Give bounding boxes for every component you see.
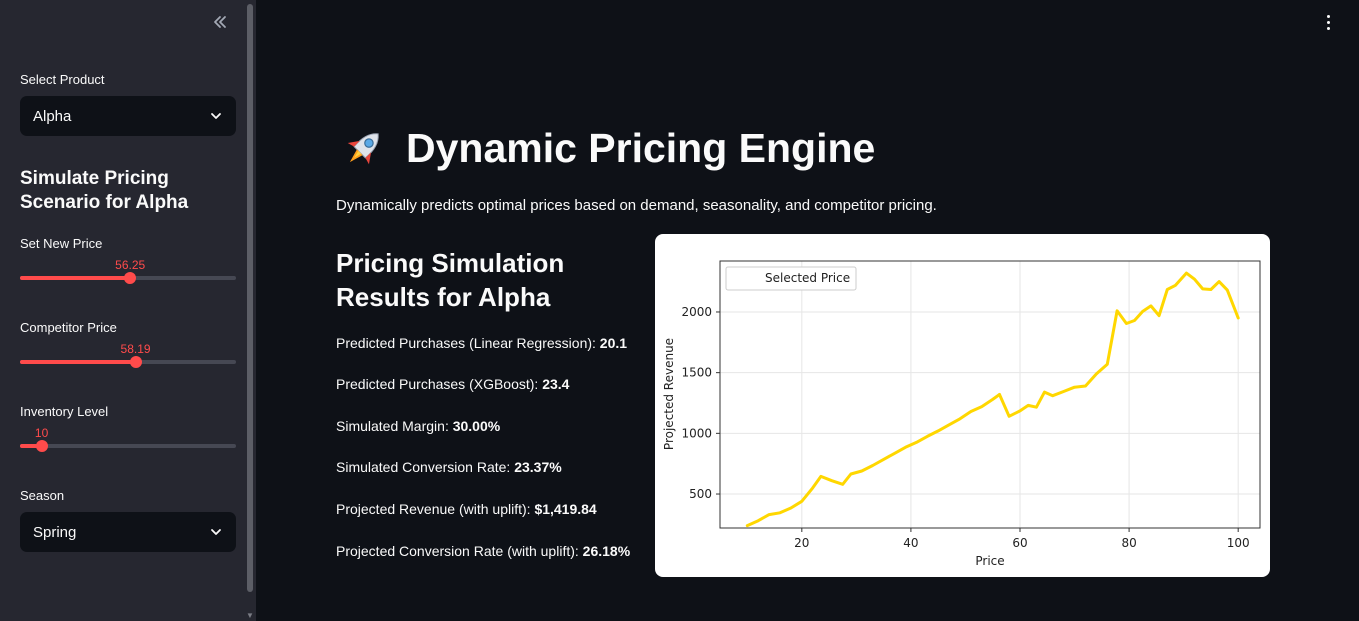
metric-value: 20.1 bbox=[599, 335, 628, 351]
metric-label: Predicted Purchases (XGBoost): bbox=[336, 376, 539, 392]
metric-projected-revenue: Projected Revenue (with uplift): $1,419.… bbox=[336, 497, 646, 521]
collapse-sidebar-button[interactable] bbox=[208, 10, 232, 34]
metric-linear-regression: Predicted Purchases (Linear Regression):… bbox=[336, 331, 646, 355]
metric-label: Predicted Purchases (Linear Regression): bbox=[336, 335, 596, 351]
rocket-icon bbox=[347, 133, 379, 165]
kebab-menu-icon bbox=[1326, 14, 1330, 18]
x-axis-label: Price bbox=[975, 554, 1004, 568]
sidebar-scrollbar[interactable] bbox=[247, 4, 253, 592]
inventory-slider-label: Inventory Level bbox=[20, 404, 109, 419]
price-slider[interactable]: 56.25 bbox=[20, 258, 236, 284]
double-chevron-left-icon bbox=[214, 16, 226, 28]
slider-value: 58.19 bbox=[120, 342, 151, 356]
product-select-value: Alpha bbox=[33, 107, 72, 125]
title-text: Dynamic Pricing Engine bbox=[406, 124, 876, 171]
metric-margin: Simulated Margin: 30.00% bbox=[336, 414, 646, 438]
metric-value: 30.00% bbox=[452, 418, 501, 434]
x-tick-label: 100 bbox=[1227, 536, 1250, 550]
y-axis-label: Projected Revenue bbox=[662, 338, 676, 450]
metric-value: $1,419.84 bbox=[534, 501, 597, 517]
slider-fill bbox=[20, 444, 42, 448]
metric-label: Simulated Margin: bbox=[336, 418, 449, 434]
legend-entry: Selected Price bbox=[765, 271, 850, 285]
season-select[interactable]: Spring bbox=[20, 512, 236, 552]
sidebar: Select Product Alpha Simulate Pricing Sc… bbox=[0, 0, 256, 621]
metric-label: Projected Revenue (with uplift): bbox=[336, 501, 531, 517]
main-menu-button[interactable] bbox=[1318, 10, 1338, 34]
metric-xgboost: Predicted Purchases (XGBoost): 23.4 bbox=[336, 372, 646, 396]
legend-box bbox=[725, 266, 857, 291]
y-tick-label: 2000 bbox=[681, 305, 712, 319]
slider-track bbox=[20, 444, 236, 448]
revenue-chart: 20 40 60 80 100 500 1000 1500 2000 Price Project… bbox=[662, 260, 1261, 568]
metric-value: 23.37% bbox=[514, 459, 562, 475]
x-tick-label: 40 bbox=[903, 536, 918, 550]
metric-value: 23.4 bbox=[542, 376, 570, 392]
y-tick-label: 1500 bbox=[681, 366, 712, 380]
metric-value: 26.18% bbox=[582, 543, 631, 559]
chevron-down-icon bbox=[211, 529, 221, 535]
y-tick-label: 500 bbox=[689, 487, 712, 501]
scroll-down-icon[interactable]: ▼ bbox=[246, 611, 254, 620]
slider-thumb[interactable] bbox=[35, 440, 48, 452]
page-title: Dynamic Pricing Engine bbox=[340, 124, 875, 172]
price-slider-label: Set New Price bbox=[20, 236, 103, 251]
y-tick-label: 1000 bbox=[681, 426, 712, 440]
slider-fill bbox=[20, 276, 131, 280]
slider-value: 10 bbox=[34, 426, 49, 440]
product-select-label: Select Product bbox=[20, 72, 105, 87]
revenue-line-segment-1 bbox=[745, 393, 1001, 528]
slider-value: 56.25 bbox=[115, 258, 146, 272]
x-tick-label: 80 bbox=[1121, 536, 1136, 550]
results-heading: Pricing Simulation Results for Alpha bbox=[336, 248, 565, 312]
product-select[interactable]: Alpha bbox=[20, 96, 236, 136]
revenue-line-segment-2 bbox=[998, 271, 1240, 418]
season-select-value: Spring bbox=[33, 523, 77, 541]
metric-conversion-rate: Simulated Conversion Rate: 23.37% bbox=[336, 455, 646, 479]
inventory-level-slider[interactable]: 10 bbox=[20, 426, 236, 452]
competitor-slider-label: Competitor Price bbox=[20, 320, 117, 335]
metric-label: Projected Conversion Rate (with uplift): bbox=[336, 543, 579, 559]
chart-legend: Selected Price bbox=[725, 266, 857, 291]
x-tick-label: 60 bbox=[1012, 536, 1027, 550]
slider-thumb[interactable] bbox=[124, 272, 137, 284]
page-subtitle: Dynamically predicts optimal prices base… bbox=[336, 197, 937, 214]
chevron-down-icon bbox=[211, 113, 221, 119]
revenue-chart-card: 20 40 60 80 100 500 1000 1500 2000 Price Project… bbox=[655, 234, 1270, 577]
competitor-price-slider[interactable]: 58.19 bbox=[20, 342, 236, 368]
slider-thumb[interactable] bbox=[129, 356, 142, 368]
metric-projected-conversion: Projected Conversion Rate (with uplift):… bbox=[336, 539, 646, 563]
scenario-heading: Simulate Pricing Scenario for Alpha bbox=[20, 168, 189, 213]
x-tick-label: 20 bbox=[794, 536, 809, 550]
slider-fill bbox=[20, 360, 136, 364]
metric-label: Simulated Conversion Rate: bbox=[336, 459, 511, 475]
plot-frame bbox=[719, 260, 1261, 529]
season-select-label: Season bbox=[20, 488, 65, 503]
